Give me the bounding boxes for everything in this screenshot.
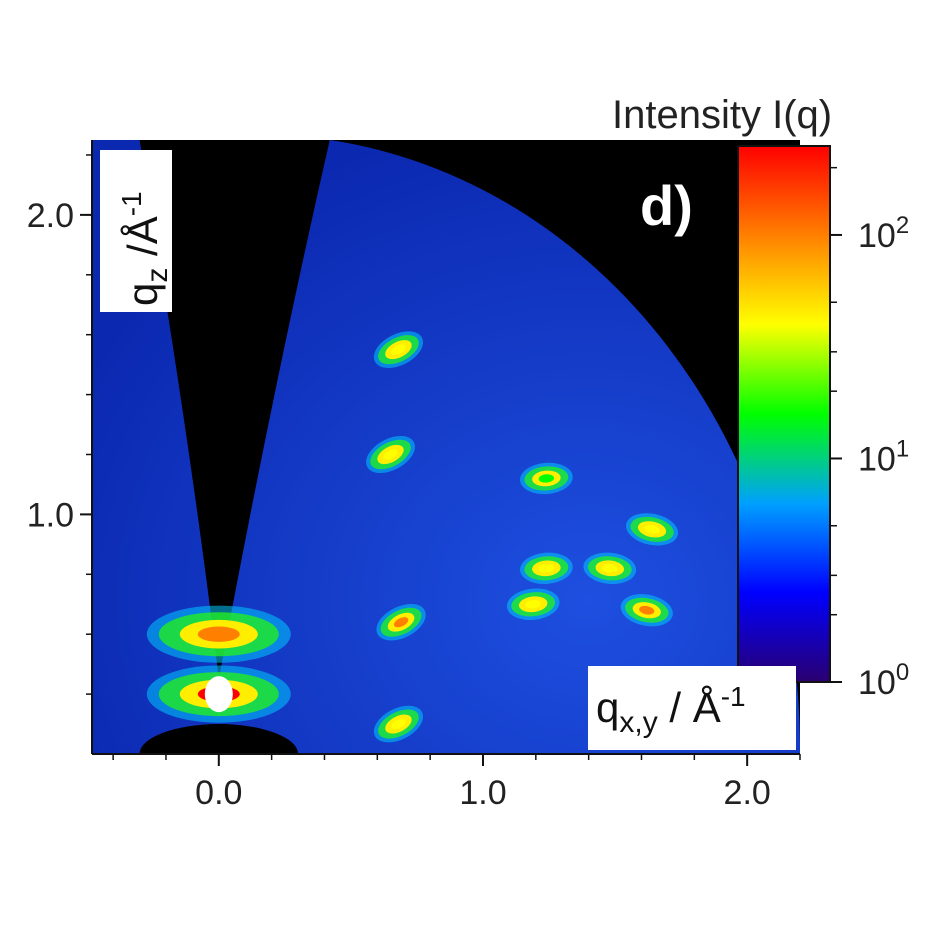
peak-2 bbox=[376, 603, 426, 641]
y-axis: 1.0 2.0 bbox=[27, 140, 93, 754]
peak-6 bbox=[506, 588, 560, 621]
beamstop-shadow bbox=[139, 724, 299, 754]
peak-7 bbox=[583, 552, 637, 585]
panel-label: d) bbox=[640, 174, 693, 237]
colorbar-tick-label: 100 bbox=[858, 659, 909, 702]
peak-3 bbox=[373, 705, 424, 743]
colorbar: 100 101 102 Intensity I(q) bbox=[612, 93, 909, 702]
detector-coverage bbox=[92, 140, 800, 754]
y-axis-label-text: qz /Å-1 bbox=[116, 191, 174, 306]
y-tick-label: 1.0 bbox=[27, 496, 74, 534]
x-tick-label: 2.0 bbox=[724, 774, 771, 812]
plot-area bbox=[92, 140, 800, 754]
peak-8 bbox=[626, 513, 679, 546]
peak-1 bbox=[366, 435, 415, 474]
x-axis-label-box bbox=[588, 666, 796, 750]
y-tick-label: 2.0 bbox=[27, 197, 74, 235]
x-axis: 0.0 1.0 2.0 bbox=[92, 753, 801, 812]
colorbar-bar bbox=[737, 145, 831, 683]
y-axis-label-box bbox=[100, 150, 172, 312]
colorbar-title: Intensity I(q) bbox=[612, 93, 832, 137]
peak-11 bbox=[146, 605, 291, 663]
peak-0 bbox=[373, 331, 424, 368]
peak-layer bbox=[146, 331, 679, 743]
scattering-map bbox=[92, 140, 800, 754]
colorbar-tick-label: 102 bbox=[858, 212, 909, 255]
colorbar-ticks: 100 101 102 bbox=[830, 166, 909, 702]
x-axis-label-text: qx,y / Å-1 bbox=[596, 681, 746, 739]
peak-9 bbox=[620, 594, 673, 627]
x-tick-label: 1.0 bbox=[459, 774, 506, 812]
y-axis-label: qz /Å-1 bbox=[100, 150, 174, 312]
colorbar-tick-label: 101 bbox=[858, 435, 909, 478]
x-axis-label: qx,y / Å-1 bbox=[588, 666, 796, 750]
peak-4 bbox=[520, 462, 573, 495]
peak-5 bbox=[520, 552, 573, 584]
x-tick-label: 0.0 bbox=[195, 774, 242, 812]
peak-10 bbox=[146, 665, 291, 723]
